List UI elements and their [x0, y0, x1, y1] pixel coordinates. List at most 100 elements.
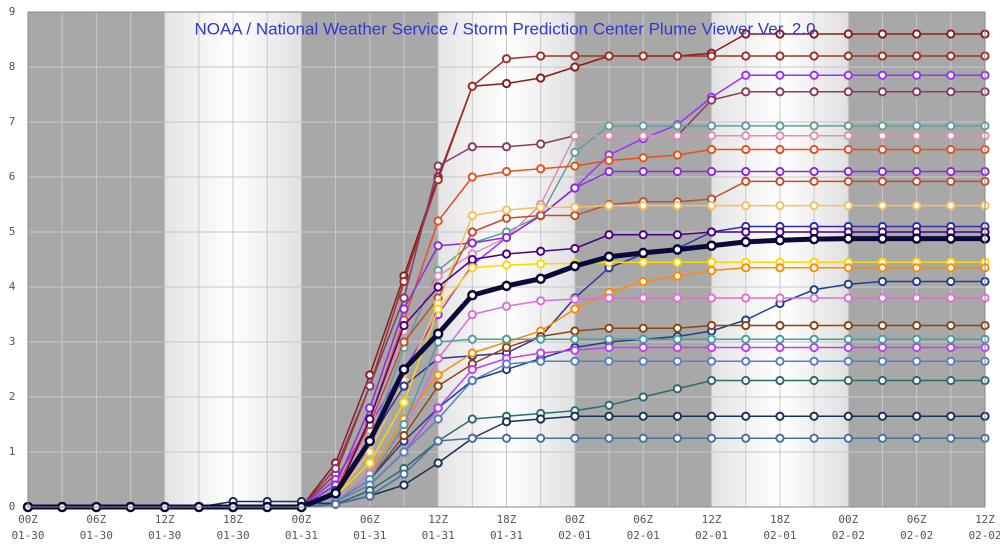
data-point — [399, 430, 409, 441]
x-tick-label: 06Z — [633, 513, 653, 526]
data-point — [946, 201, 956, 211]
data-point — [775, 342, 785, 353]
data-point — [912, 342, 922, 353]
data-point — [912, 411, 922, 421]
data-point — [570, 345, 580, 355]
data-point — [467, 227, 477, 237]
data-point — [775, 70, 785, 80]
data-point — [638, 230, 648, 240]
data-point — [843, 201, 853, 211]
data-point — [399, 276, 409, 287]
data-point — [775, 411, 785, 421]
data-point — [775, 131, 785, 141]
data-point — [706, 144, 717, 155]
data-point — [536, 296, 546, 306]
data-point — [638, 342, 648, 353]
y-tick-label: 3 — [9, 335, 16, 348]
data-point — [809, 293, 819, 303]
data-point — [877, 411, 888, 421]
data-point — [912, 121, 922, 131]
data-point — [672, 356, 682, 366]
data-point — [706, 265, 717, 276]
data-point — [946, 342, 956, 353]
data-point — [809, 356, 819, 366]
data-point — [433, 304, 443, 314]
data-point — [706, 131, 717, 141]
data-point — [809, 342, 819, 353]
data-point — [638, 153, 648, 163]
data-point — [741, 356, 751, 366]
data-point — [570, 183, 580, 193]
data-point — [467, 414, 477, 424]
data-point — [912, 320, 922, 331]
data-point — [706, 121, 717, 131]
data-point — [946, 166, 956, 177]
data-point — [638, 392, 648, 402]
data-point — [604, 334, 614, 344]
data-point — [637, 247, 649, 259]
data-point — [536, 73, 546, 83]
data-point — [672, 411, 682, 421]
data-point — [433, 353, 443, 364]
data-point — [570, 243, 580, 254]
data-point — [877, 166, 888, 177]
data-point — [775, 87, 785, 97]
data-point — [467, 142, 477, 152]
data-point — [877, 131, 888, 141]
data-point — [399, 337, 409, 347]
data-point — [877, 201, 888, 211]
data-point — [638, 201, 648, 211]
data-point — [672, 201, 682, 211]
data-point — [467, 238, 477, 248]
data-point — [399, 397, 409, 408]
data-point — [570, 62, 580, 72]
data-point — [638, 51, 648, 61]
data-point — [912, 29, 922, 39]
chart-title: NOAA / National Weather Service / Storm … — [194, 19, 815, 38]
data-point — [433, 271, 443, 281]
data-point — [467, 254, 477, 265]
x-tick-label: 01-30 — [217, 529, 250, 542]
data-point — [775, 320, 785, 331]
data-point — [843, 176, 853, 186]
data-point — [672, 230, 682, 240]
data-point — [433, 458, 443, 468]
data-point — [912, 276, 922, 287]
data-point — [638, 257, 648, 267]
data-point — [433, 436, 443, 446]
x-tick-label: 02-02 — [832, 529, 865, 542]
data-point — [775, 176, 785, 186]
data-point — [843, 279, 853, 289]
x-tick-label: 12Z — [702, 513, 722, 526]
data-point — [570, 147, 580, 157]
data-point — [741, 263, 751, 273]
data-point — [877, 356, 888, 366]
data-point — [570, 411, 580, 421]
data-point — [706, 95, 717, 105]
data-point — [946, 334, 956, 344]
data-point — [740, 236, 751, 248]
x-tick-label: 02-02 — [900, 529, 933, 542]
data-point — [536, 334, 546, 344]
data-point — [535, 273, 546, 284]
x-tick-label: 18Z — [223, 513, 243, 526]
data-point — [399, 480, 409, 490]
data-point — [638, 121, 648, 131]
data-point — [604, 201, 614, 211]
data-point — [912, 433, 922, 443]
x-tick-label: 06Z — [907, 513, 927, 526]
data-point — [877, 276, 888, 287]
data-point — [501, 280, 512, 292]
data-point — [741, 51, 751, 61]
data-point — [877, 144, 888, 155]
data-point — [877, 334, 888, 344]
data-point — [672, 433, 682, 443]
data-point — [706, 240, 717, 251]
x-tick-label: 01-30 — [80, 529, 113, 542]
data-point — [843, 70, 853, 80]
data-point — [399, 320, 409, 331]
data-point — [672, 150, 682, 160]
data-point — [536, 348, 546, 358]
data-point — [570, 202, 580, 212]
x-tick-label: 18Z — [770, 513, 790, 526]
